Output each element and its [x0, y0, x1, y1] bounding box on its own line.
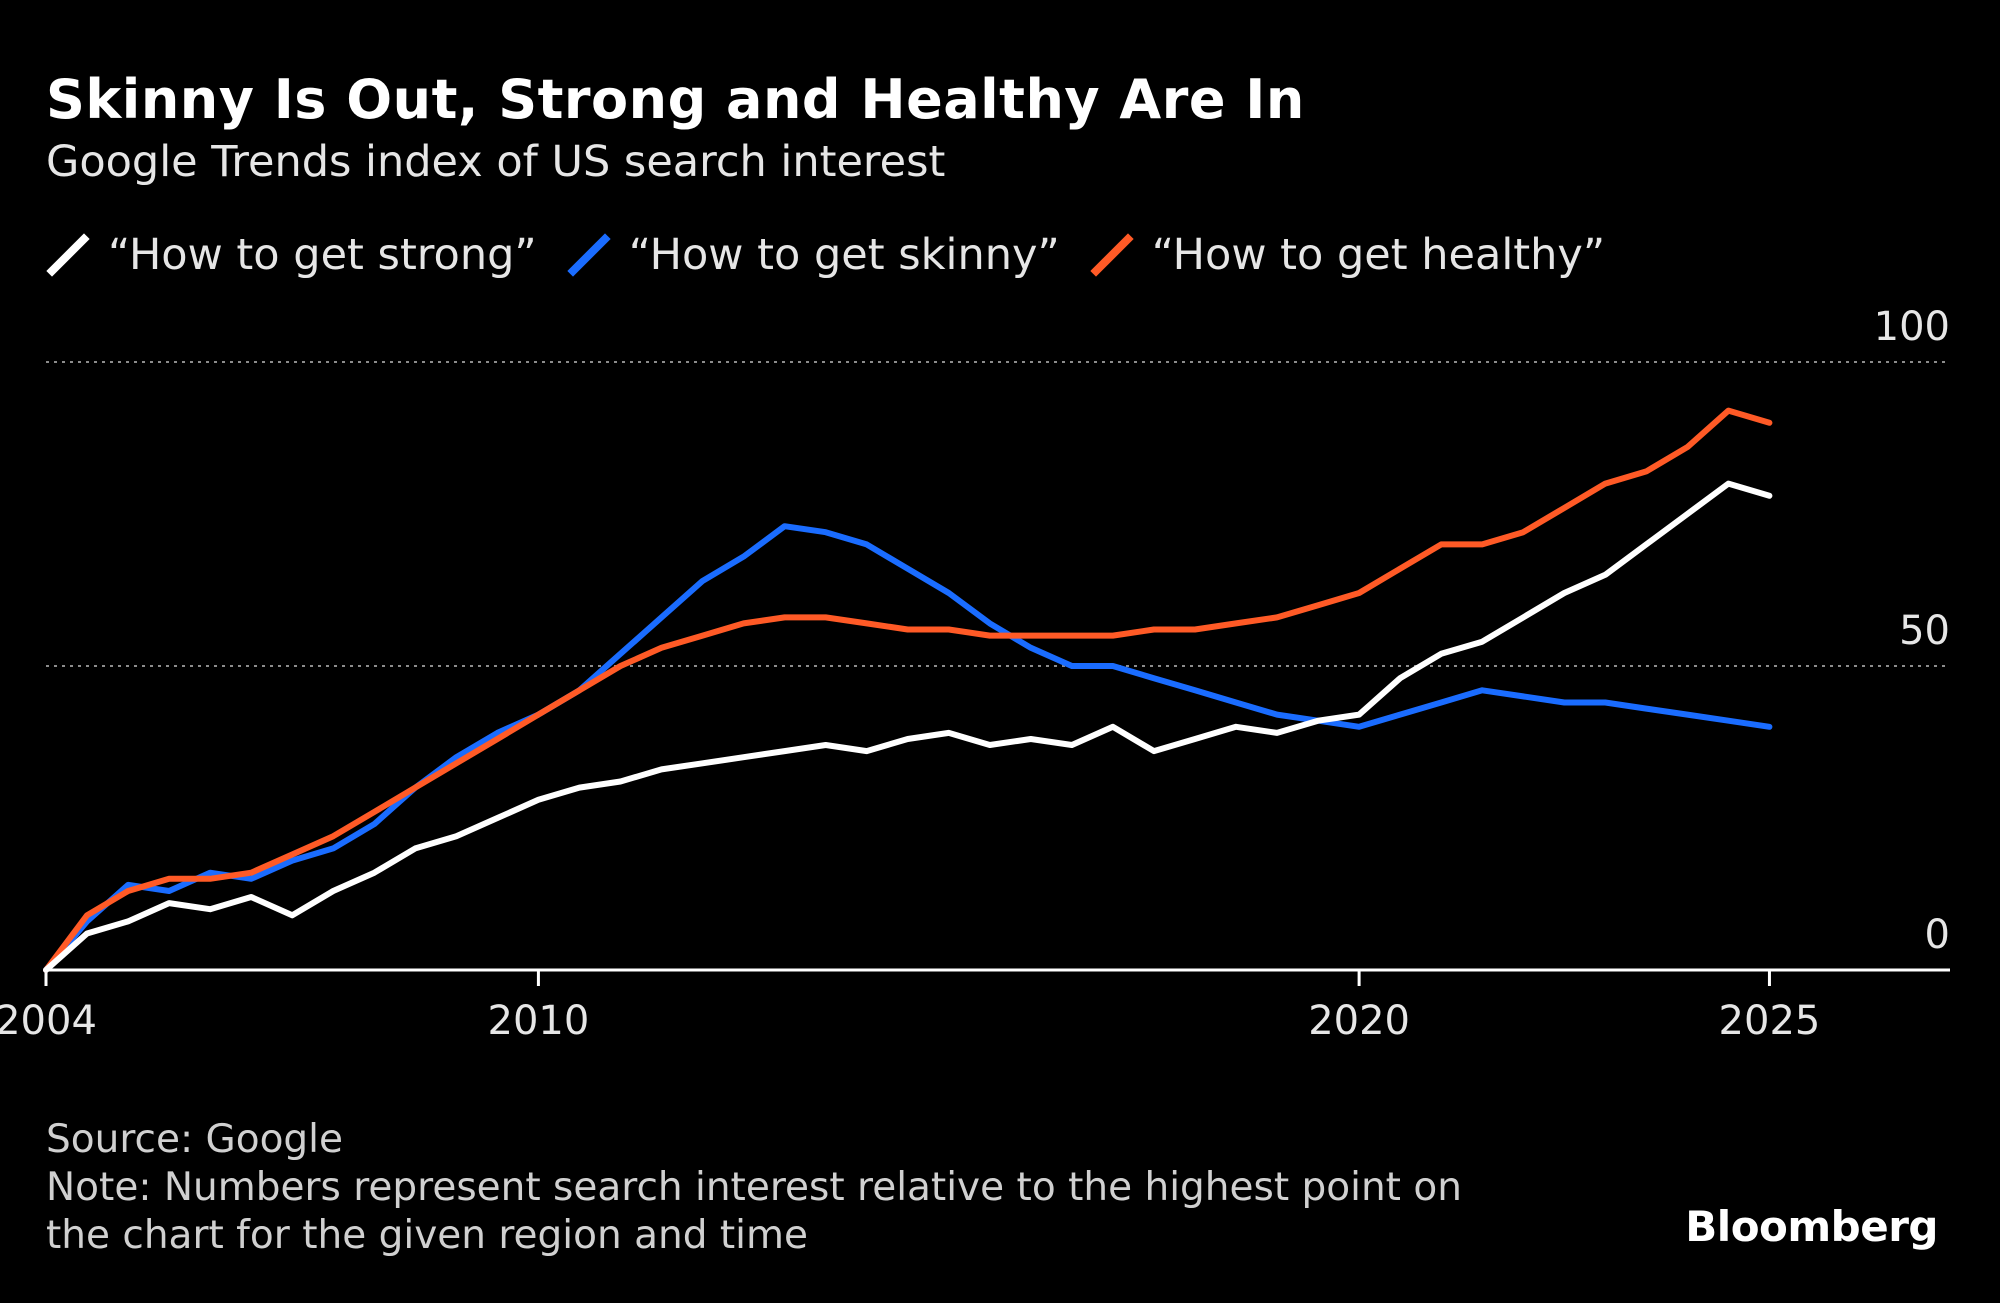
legend-swatch-strong: [46, 233, 90, 277]
x-tick-label-2010: 2010: [488, 998, 590, 1044]
x-tick-label-2025: 2025: [1719, 998, 1821, 1044]
legend-swatch-skinny: [567, 233, 611, 277]
legend-label-healthy: “How to get healthy”: [1151, 230, 1606, 280]
chart-title: Skinny Is Out, Strong and Healthy Are In: [46, 68, 1305, 131]
legend-item-healthy: “How to get healthy”: [1090, 230, 1605, 280]
bloomberg-logo: Bloomberg: [1685, 1202, 1938, 1251]
legend-item-strong: “How to get strong”: [46, 230, 537, 280]
legend-label-skinny: “How to get skinny”: [628, 230, 1060, 280]
legend-item-skinny: “How to get skinny”: [567, 230, 1060, 280]
note-line-1: Note: Numbers represent search interest …: [46, 1165, 1462, 1210]
note-line-2: the chart for the given region and time: [46, 1213, 809, 1258]
series-line-healthy: [43, 407, 1773, 973]
y-tick-label-50: 50: [1899, 608, 1950, 654]
x-tick-label-2020: 2020: [1308, 998, 1410, 1044]
series-line-skinny: [43, 523, 1773, 973]
y-tick-label-0: 0: [1925, 912, 1950, 958]
legend: “How to get strong” “How to get skinny” …: [46, 228, 1635, 282]
chart-subtitle: Google Trends index of US search interes…: [46, 137, 946, 187]
legend-label-strong: “How to get strong”: [108, 230, 537, 280]
source-text: Source: Google: [46, 1117, 344, 1162]
x-tick-label-2004: 2004: [0, 998, 97, 1044]
legend-swatch-healthy: [1090, 233, 1134, 277]
series-line-strong: [43, 480, 1773, 973]
y-tick-label-100: 100: [1874, 304, 1950, 350]
chart-footer: Source: Google Note: Numbers represent s…: [46, 1116, 1462, 1260]
